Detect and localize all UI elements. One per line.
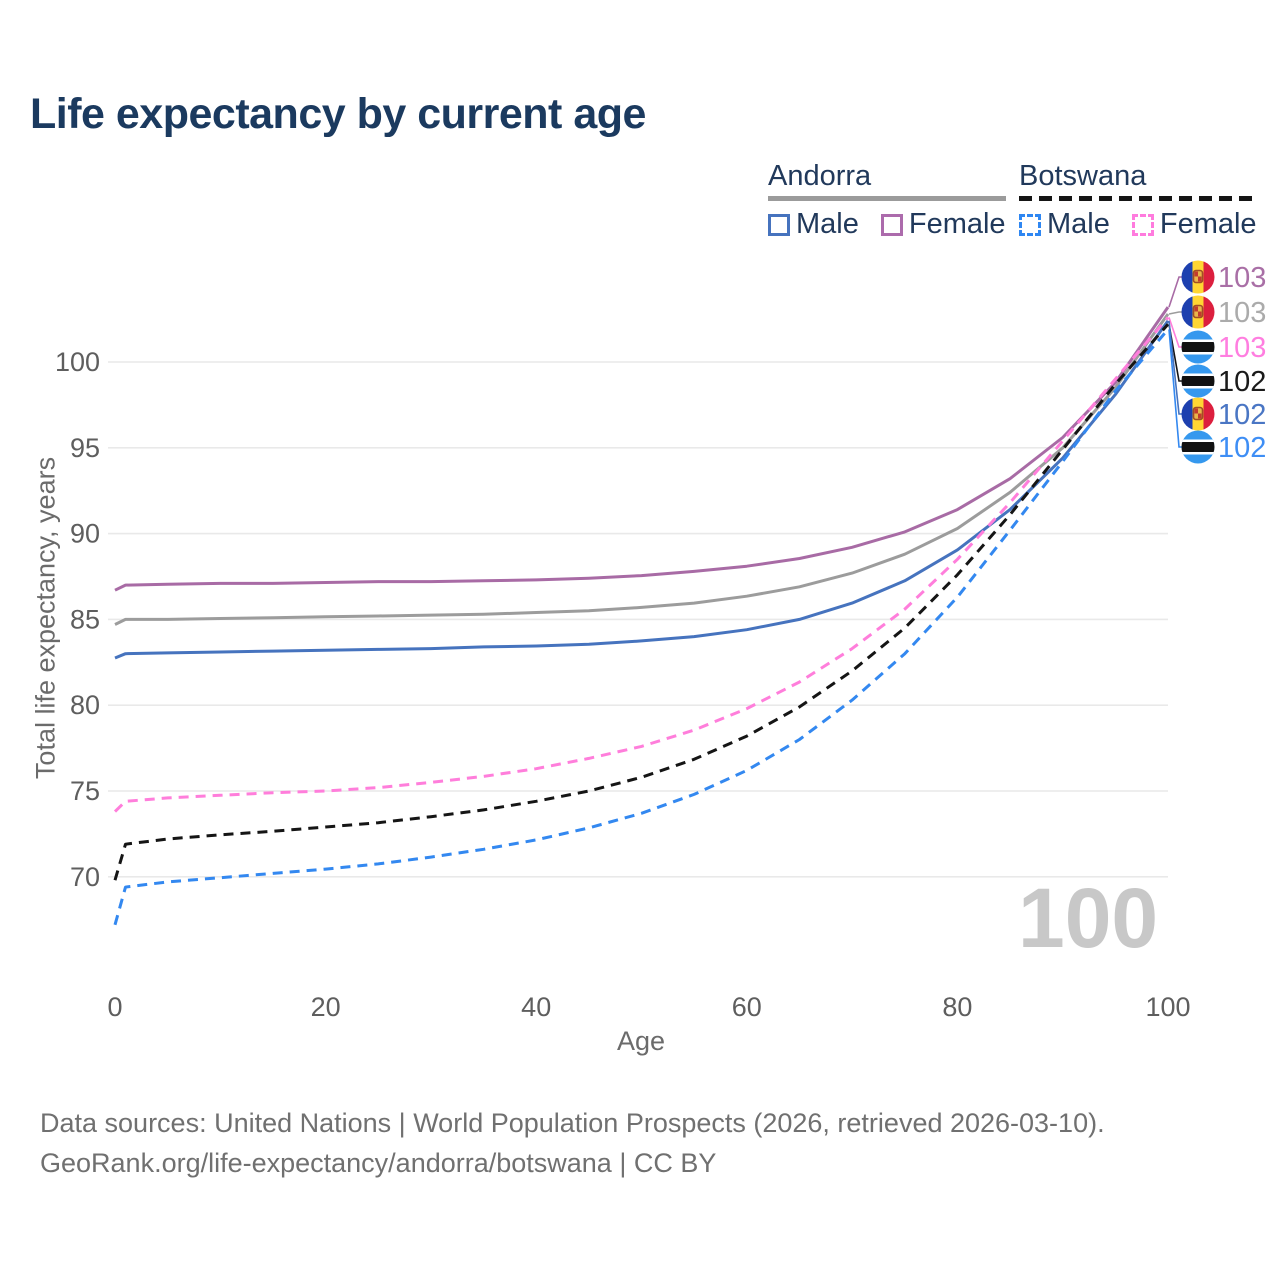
legend-country-andorra: Andorra <box>768 160 872 192</box>
legend-item-andorra-female[interactable]: Female <box>880 208 1006 241</box>
end-label-row-andorra[interactable]: 103 <box>1181 295 1267 330</box>
end-label-value: 103 <box>1218 332 1266 364</box>
botswana-male-swatch-icon <box>1019 213 1041 236</box>
page-title: Life expectancy by current age <box>30 90 646 138</box>
x-tick-label: 40 <box>521 992 551 1022</box>
series-line-0 <box>114 306 1170 592</box>
legend-group-botswana: Botswana Male Female <box>1019 160 1257 241</box>
legend-item-botswana-male[interactable]: Male <box>1019 208 1110 241</box>
end-label-connector <box>1168 324 1182 382</box>
y-tick-label: 100 <box>55 347 100 377</box>
y-tick-label: 90 <box>70 519 100 549</box>
y-axis-title: Total life expectancy, years <box>30 456 61 780</box>
end-label-value: 103 <box>1218 262 1266 294</box>
end-label-row-andorra[interactable]: 102 <box>1181 397 1267 432</box>
x-tick-label: 20 <box>311 992 341 1022</box>
current-age-watermark: 100 <box>1018 871 1159 965</box>
footer-attribution: GeoRank.org/life-expectancy/andorra/bots… <box>40 1148 717 1178</box>
andorra-male-swatch-icon <box>768 213 790 236</box>
end-label-value: 102 <box>1218 432 1266 464</box>
end-label-row-andorra[interactable]: 103 <box>1181 260 1267 295</box>
series-line-3 <box>113 316 1170 813</box>
legend-label: Male <box>1047 208 1110 240</box>
y-tick-label: 75 <box>70 776 100 806</box>
andorra-flag-icon <box>1181 295 1215 329</box>
series-line-5 <box>113 328 1170 926</box>
series-line-2 <box>114 319 1170 660</box>
legend-country-botswana: Botswana <box>1019 160 1147 192</box>
end-label-connector <box>1168 276 1182 308</box>
series-line-4 <box>113 323 1170 881</box>
botswana-female-swatch-icon <box>1131 213 1154 236</box>
end-label-row-botswana[interactable]: 102 <box>1181 364 1267 399</box>
andorra-flag-icon <box>1181 260 1215 294</box>
end-label-value: 102 <box>1218 366 1266 398</box>
end-label-connector <box>1168 320 1182 415</box>
x-tick-label: 0 <box>107 992 122 1022</box>
end-label-row-botswana[interactable]: 103 <box>1181 330 1267 365</box>
legend-botswana-line-sample <box>1019 196 1257 201</box>
footer-data-sources: Data sources: United Nations | World Pop… <box>40 1108 1105 1138</box>
legend-label: Female <box>908 208 1006 240</box>
y-tick-label: 95 <box>70 433 100 463</box>
botswana-flag-icon <box>1181 364 1215 398</box>
x-tick-label: 60 <box>732 992 762 1022</box>
end-label-row-botswana[interactable]: 102 <box>1181 430 1267 465</box>
y-tick-label: 70 <box>70 862 100 892</box>
andorra-flag-icon <box>1181 397 1215 431</box>
legend-label: Male <box>796 208 859 240</box>
botswana-flag-icon <box>1181 330 1215 364</box>
legend-item-botswana-female[interactable]: Female <box>1131 208 1257 241</box>
x-tick-label: 100 <box>1145 992 1190 1022</box>
x-axis-title: Age <box>616 1026 666 1056</box>
x-tick-label: 80 <box>942 992 972 1022</box>
end-label-value: 102 <box>1218 399 1266 431</box>
end-label-connector <box>1168 311 1182 315</box>
legend-label: Female <box>1159 208 1257 240</box>
end-label-connector <box>1168 317 1182 348</box>
end-label-connector <box>1168 329 1182 448</box>
y-tick-label: 80 <box>70 690 100 720</box>
end-label-value: 103 <box>1218 297 1266 329</box>
legend-group-andorra: Andorra Male Female <box>768 160 1006 241</box>
botswana-flag-icon <box>1181 430 1215 464</box>
y-tick-label: 85 <box>70 604 100 634</box>
legend-andorra-line-sample <box>768 196 1006 201</box>
andorra-female-swatch-icon <box>880 213 903 236</box>
legend-item-andorra-male[interactable]: Male <box>768 208 859 241</box>
series-line-1 <box>114 313 1170 626</box>
